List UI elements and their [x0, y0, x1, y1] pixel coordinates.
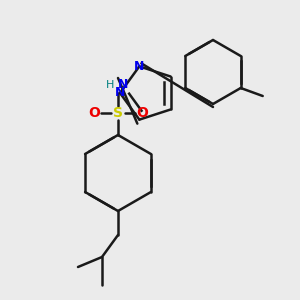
Text: N: N: [115, 86, 125, 100]
Text: H: H: [106, 80, 114, 90]
Text: N: N: [118, 79, 128, 92]
Text: O: O: [136, 106, 148, 120]
Text: S: S: [113, 106, 123, 120]
Text: O: O: [88, 106, 100, 120]
Text: N: N: [134, 60, 145, 73]
